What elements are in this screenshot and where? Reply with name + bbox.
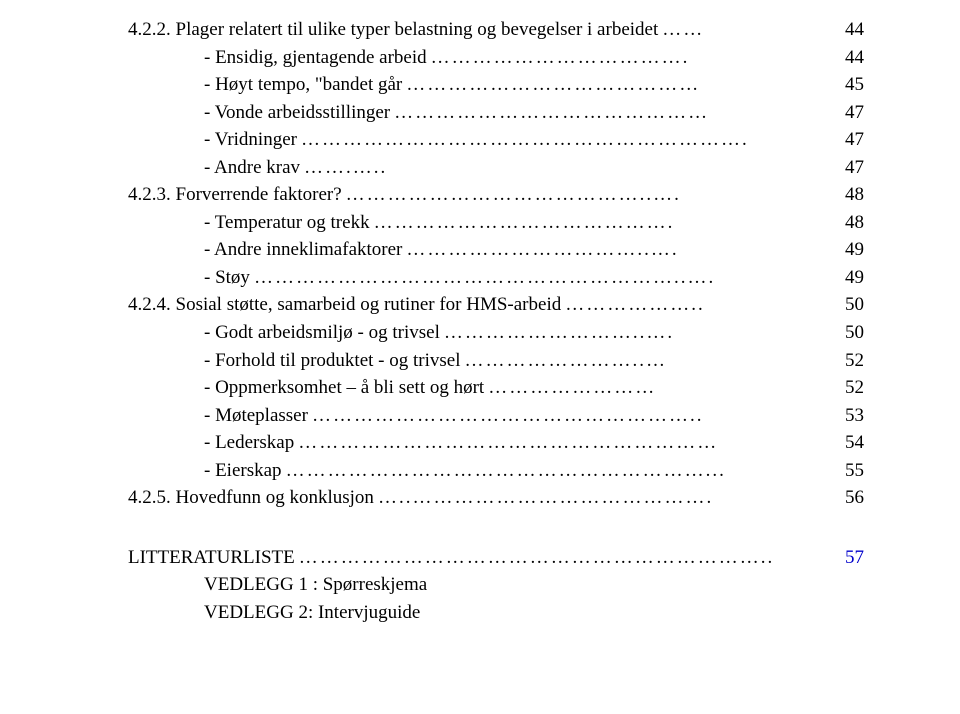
toc-row: 4.2.3. Forverrende faktorer?………………………………… bbox=[128, 181, 864, 209]
toc-label: - Temperatur og trekk bbox=[204, 209, 370, 237]
toc-leader: …………………………………………………… bbox=[294, 429, 830, 457]
toc-leader: ……………………..… bbox=[460, 347, 830, 375]
toc-row: - Andre inneklimafaktorer……………………………..….… bbox=[128, 236, 864, 264]
toc-leader: ………………………………. bbox=[427, 44, 830, 72]
toc-label: 4.2.3. Forverrende faktorer? bbox=[128, 181, 342, 209]
toc-label: - Møteplasser bbox=[204, 402, 308, 430]
toc-row: - Godt arbeidsmiljø - og trivsel……………………… bbox=[128, 319, 864, 347]
toc-leader: …………………… bbox=[484, 374, 830, 402]
toc-page: 48 bbox=[830, 181, 864, 209]
literature-title: LITTERATURLISTE bbox=[128, 544, 295, 572]
toc-page: 49 bbox=[830, 264, 864, 292]
literature-leader: ………………………………………………………….. bbox=[295, 544, 830, 572]
appendix-item: VEDLEGG 1 : Spørreskjema bbox=[128, 571, 864, 599]
toc-label: - Lederskap bbox=[204, 429, 294, 457]
toc-label: - Støy bbox=[204, 264, 250, 292]
toc-page: 53 bbox=[830, 402, 864, 430]
toc-page: 44 bbox=[830, 16, 864, 44]
toc-leader: ……………………………………………………... bbox=[282, 457, 830, 485]
toc-leader: …………………………………… bbox=[402, 71, 830, 99]
toc-leader: ……………………………………………….. bbox=[308, 402, 830, 430]
toc-label: - Ensidig, gjentagende arbeid bbox=[204, 44, 427, 72]
toc-row: 4.2.4. Sosial støtte, samarbeid og rutin… bbox=[128, 291, 864, 319]
toc-label: 4.2.2. Plager relatert til ulike typer b… bbox=[128, 16, 658, 44]
toc-page: 50 bbox=[830, 319, 864, 347]
toc-leader: ………………………………………………………. bbox=[297, 126, 830, 154]
literature-row: LITTERATURLISTE …………………………………………………………..… bbox=[128, 544, 864, 572]
toc-page: 47 bbox=[830, 154, 864, 182]
toc-row: - Vridninger……………………………………………………….47 bbox=[128, 126, 864, 154]
toc-row: - Andre krav…….…..47 bbox=[128, 154, 864, 182]
toc-leader: ……………………………………… bbox=[390, 99, 830, 127]
toc-row: - Lederskap……………………………………………………54 bbox=[128, 429, 864, 457]
toc-label: - Vridninger bbox=[204, 126, 297, 154]
toc-row: - Eierskap……………………………………………………...55 bbox=[128, 457, 864, 485]
toc-label: - Vonde arbeidsstillinger bbox=[204, 99, 390, 127]
toc-page: 52 bbox=[830, 347, 864, 375]
toc-leader: ……………………………………………………..…. bbox=[250, 264, 830, 292]
toc-row: - Oppmerksomhet – å bli sett og hørt…………… bbox=[128, 374, 864, 402]
toc-label: - Høyt tempo, "bandet går bbox=[204, 71, 402, 99]
toc-entries: 4.2.2. Plager relatert til ulike typer b… bbox=[128, 16, 864, 512]
appendix-item: VEDLEGG 2: Intervjuguide bbox=[128, 599, 864, 627]
toc-page: 45 bbox=[830, 71, 864, 99]
toc-page: 54 bbox=[830, 429, 864, 457]
toc-row: - Møteplasser………………………………………………..53 bbox=[128, 402, 864, 430]
toc-page: 50 bbox=[830, 291, 864, 319]
toc-page: 4.2.2. Plager relatert til ulike typer b… bbox=[0, 0, 960, 626]
toc-leader: ……………………………………..…. bbox=[342, 181, 830, 209]
toc-row: - Temperatur og trekk…………………………………….48 bbox=[128, 209, 864, 237]
toc-page: 47 bbox=[830, 126, 864, 154]
toc-label: - Godt arbeidsmiljø - og trivsel bbox=[204, 319, 440, 347]
toc-leader: ………………………..…. bbox=[440, 319, 830, 347]
literature-block: LITTERATURLISTE …………………………………………………………..… bbox=[128, 544, 864, 627]
appendix-list: VEDLEGG 1 : SpørreskjemaVEDLEGG 2: Inter… bbox=[128, 571, 864, 626]
toc-row: - Støy……………………………………………………..….49 bbox=[128, 264, 864, 292]
toc-leader: ……………………………..…. bbox=[402, 236, 830, 264]
toc-label: 4.2.5. Hovedfunn og konklusjon bbox=[128, 484, 374, 512]
toc-row: 4.2.5. Hovedfunn og konklusjon…..…………………… bbox=[128, 484, 864, 512]
toc-page: 49 bbox=[830, 236, 864, 264]
toc-row: - Høyt tempo, "bandet går……………………………………4… bbox=[128, 71, 864, 99]
toc-label: - Oppmerksomhet – å bli sett og hørt bbox=[204, 374, 484, 402]
toc-page: 55 bbox=[830, 457, 864, 485]
toc-leader: ……………………………………. bbox=[370, 209, 830, 237]
toc-leader: …..……………………………………. bbox=[374, 484, 830, 512]
toc-page: 47 bbox=[830, 99, 864, 127]
toc-row: - Forhold til produktet - og trivsel…………… bbox=[128, 347, 864, 375]
toc-leader: …… bbox=[658, 16, 830, 44]
toc-leader: ……………….. bbox=[561, 291, 830, 319]
toc-label: - Andre inneklimafaktorer bbox=[204, 236, 402, 264]
literature-page: 57 bbox=[830, 544, 864, 572]
toc-row: - Ensidig, gjentagende arbeid……………………………… bbox=[128, 44, 864, 72]
toc-label: - Eierskap bbox=[204, 457, 282, 485]
toc-page: 56 bbox=[830, 484, 864, 512]
toc-leader: …….….. bbox=[300, 154, 830, 182]
toc-label: - Forhold til produktet - og trivsel bbox=[204, 347, 460, 375]
toc-page: 48 bbox=[830, 209, 864, 237]
toc-row: 4.2.2. Plager relatert til ulike typer b… bbox=[128, 16, 864, 44]
toc-page: 44 bbox=[830, 44, 864, 72]
toc-label: 4.2.4. Sosial støtte, samarbeid og rutin… bbox=[128, 291, 561, 319]
section-gap bbox=[128, 512, 864, 526]
toc-label: - Andre krav bbox=[204, 154, 300, 182]
toc-row: - Vonde arbeidsstillinger………………………………………… bbox=[128, 99, 864, 127]
toc-page: 52 bbox=[830, 374, 864, 402]
